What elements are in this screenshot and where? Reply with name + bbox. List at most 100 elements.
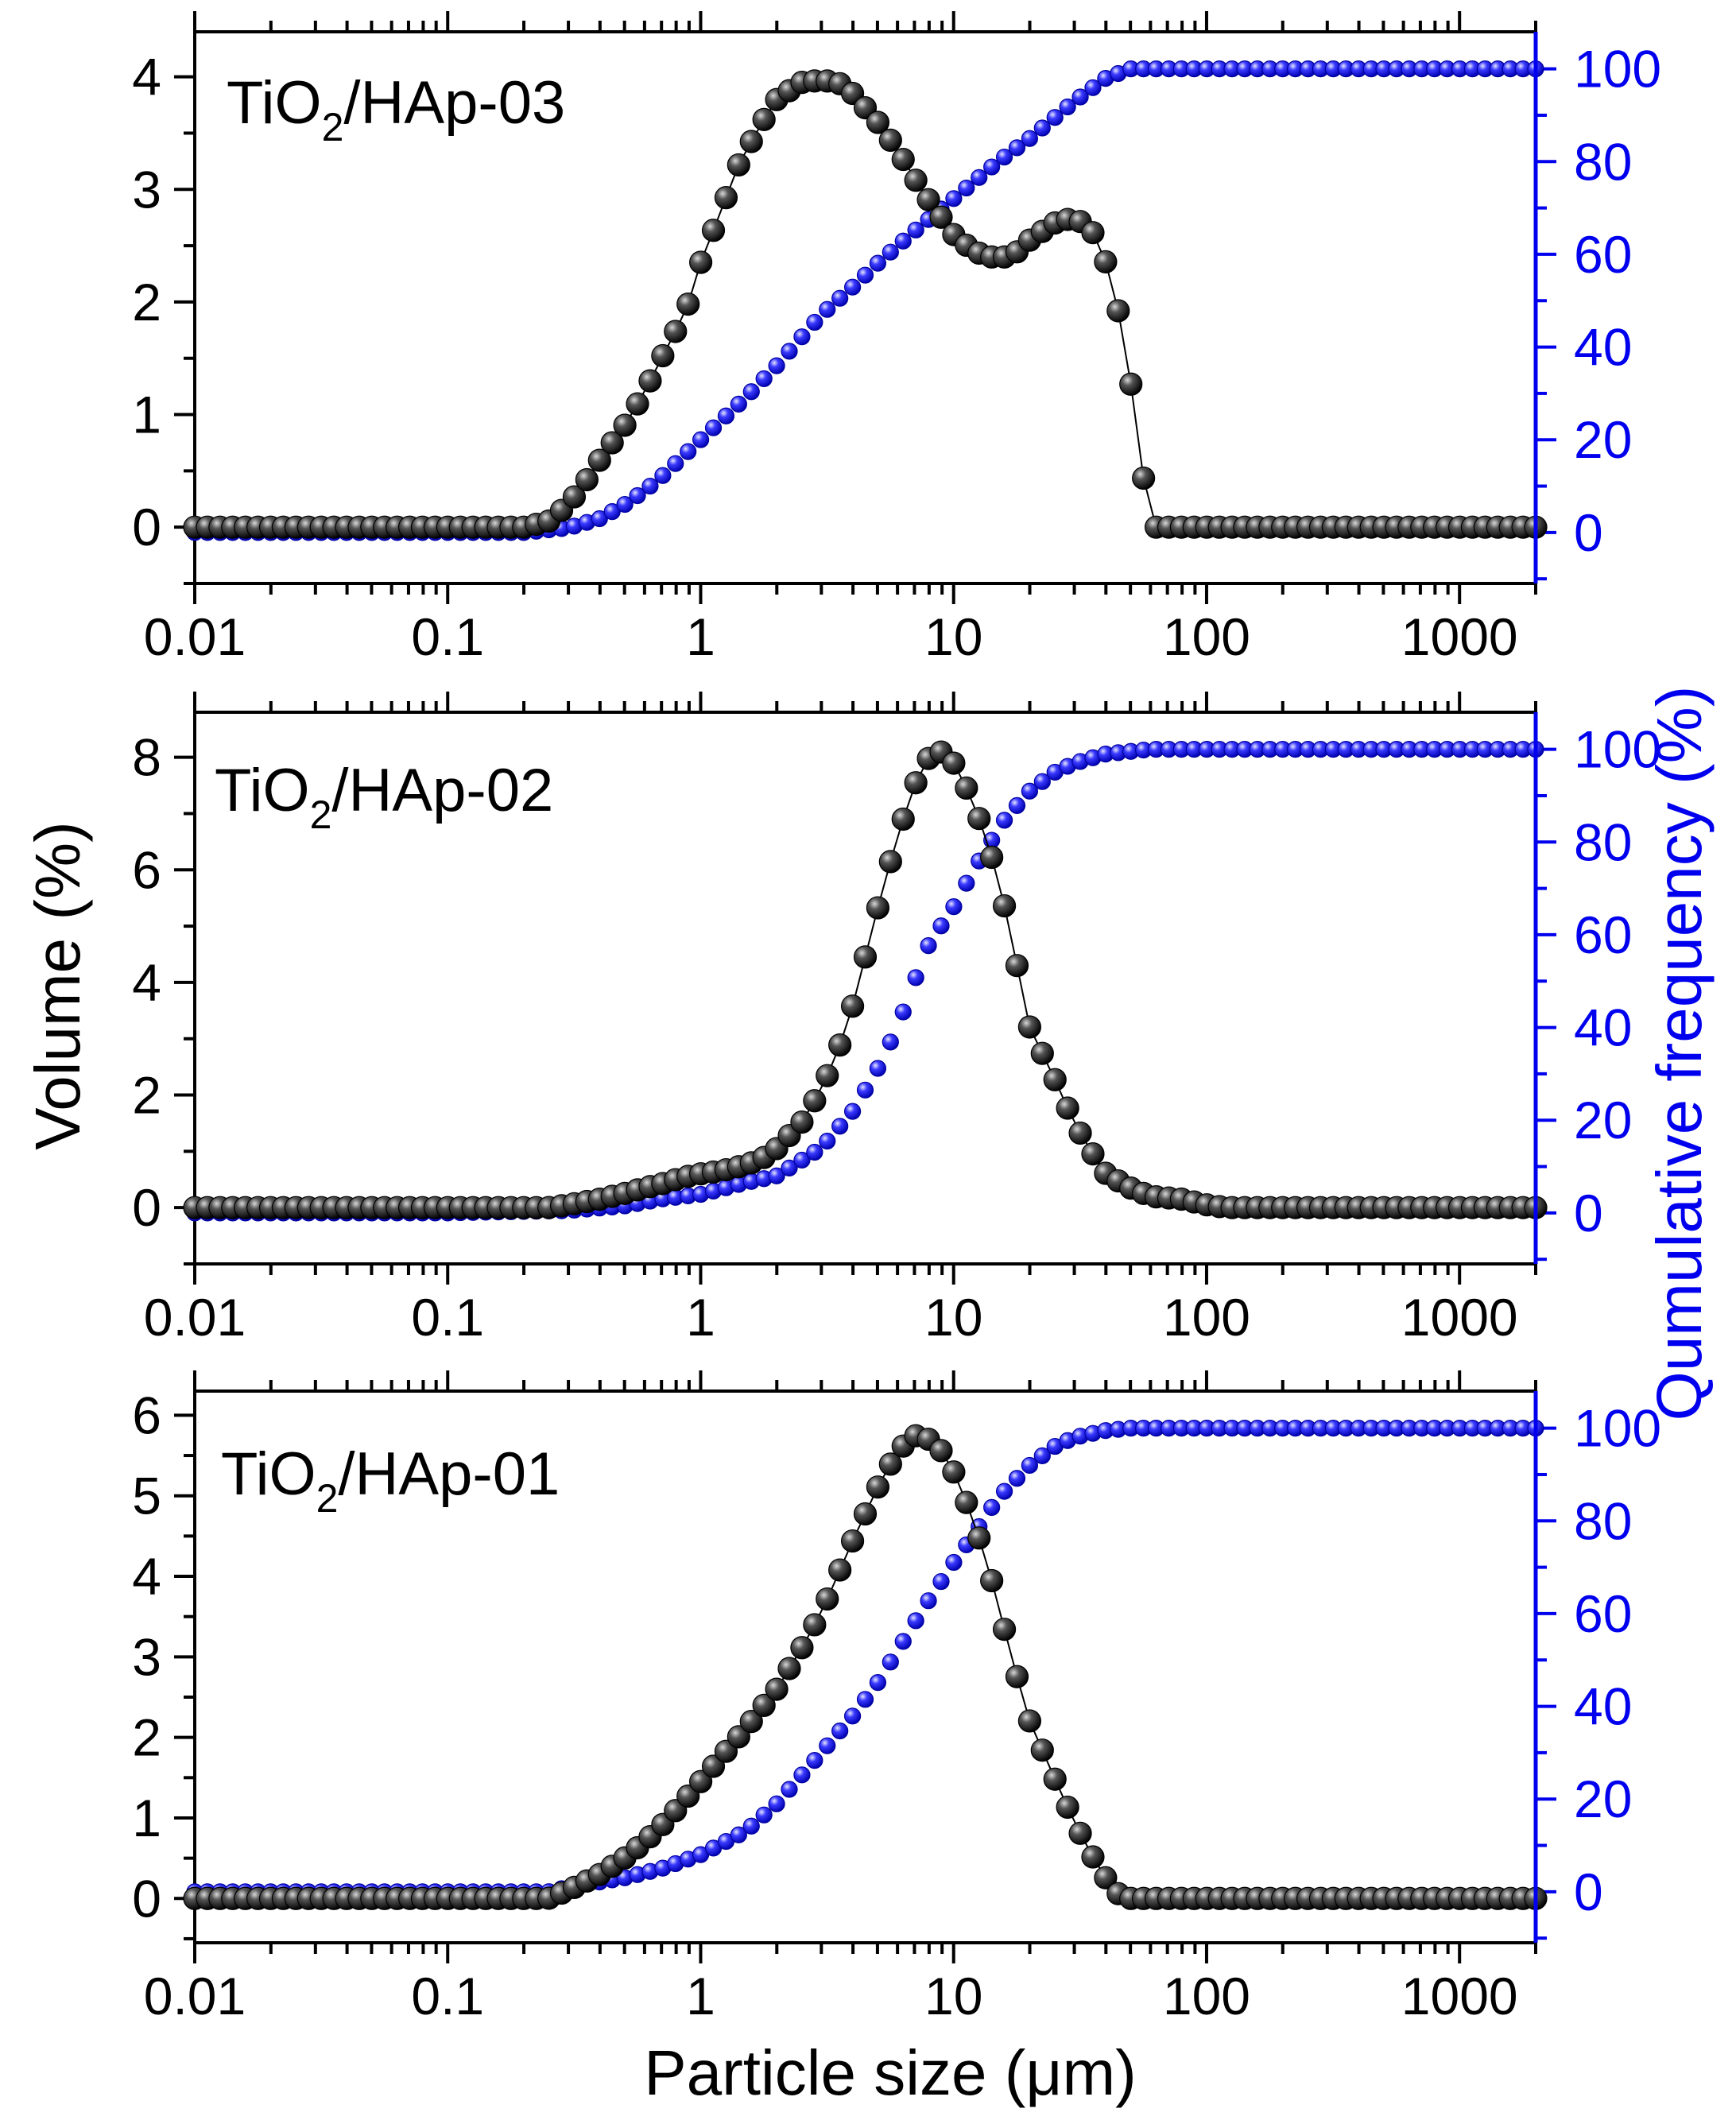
y-right-tick-label: 60 bbox=[1574, 1584, 1632, 1643]
y-left-tick-label: 6 bbox=[132, 1386, 161, 1444]
cumulative-point bbox=[995, 148, 1013, 166]
volume-point bbox=[853, 1502, 878, 1526]
cumulative-point bbox=[856, 1081, 874, 1099]
cumulative-point bbox=[819, 300, 836, 318]
volume-point bbox=[967, 1526, 991, 1550]
y-left-tick-label: 2 bbox=[132, 1066, 161, 1125]
cumulative-point bbox=[1021, 1456, 1038, 1475]
bottom-axis-ticks: 0.01 0.1 1 10 100 1000 bbox=[144, 1264, 1537, 1347]
cumulative-point bbox=[781, 1159, 798, 1176]
cumulative-point bbox=[869, 1060, 887, 1077]
panel-hap-01: 0 1 2 3 4 5 6 0 20 40 60 80 100 0.01 0.1 1 10 100 1000 T… bbox=[132, 1370, 1661, 2025]
volume-point bbox=[878, 850, 902, 874]
volume-point bbox=[587, 448, 611, 472]
cumulative-point bbox=[806, 1143, 823, 1161]
y-right-tick-label: 20 bbox=[1574, 410, 1632, 469]
cumulative-point bbox=[1008, 796, 1026, 814]
y-left-tick-label: 2 bbox=[132, 1708, 161, 1767]
cumulative-point bbox=[654, 467, 672, 484]
x-tick-label: 10 bbox=[924, 607, 982, 666]
cumulative-point bbox=[768, 1167, 785, 1184]
panel-title: TiO2/HAp-01 bbox=[221, 1440, 560, 1521]
volume-point bbox=[1056, 1795, 1079, 1820]
volume-point bbox=[803, 1613, 827, 1637]
y-right-tick-label: 40 bbox=[1574, 998, 1632, 1057]
cumulative-point bbox=[781, 343, 798, 360]
cumulative-point bbox=[945, 897, 963, 916]
volume-point bbox=[840, 994, 865, 1018]
cumulative-point bbox=[882, 1653, 899, 1671]
x-tick-label: 0.1 bbox=[411, 1288, 484, 1347]
y-right-tick-label: 20 bbox=[1574, 1769, 1632, 1828]
y-left-tick-label: 0 bbox=[132, 498, 161, 556]
volume-point bbox=[626, 392, 649, 416]
cumulative-point bbox=[1008, 1470, 1026, 1487]
x-tick-label: 1 bbox=[686, 1288, 715, 1347]
y-right-tick-label: 0 bbox=[1574, 1184, 1603, 1242]
cumulative-point bbox=[843, 1707, 862, 1725]
x-tick-label: 0.1 bbox=[411, 607, 484, 666]
cumulative-point bbox=[629, 486, 646, 505]
cumulative-point bbox=[819, 1132, 836, 1150]
cumulative-point bbox=[1059, 98, 1076, 116]
volume-point bbox=[727, 1725, 750, 1749]
volume-point bbox=[651, 343, 675, 368]
cumulative-point bbox=[742, 1817, 760, 1835]
y-right-tick-label: 80 bbox=[1574, 1491, 1632, 1550]
volume-point bbox=[1017, 1709, 1041, 1733]
volume-point bbox=[714, 186, 738, 210]
volume-point bbox=[967, 807, 991, 831]
y-right-tick-label: 100 bbox=[1574, 720, 1661, 779]
y-right-tick-label: 60 bbox=[1574, 905, 1632, 964]
x-tick-label: 0.01 bbox=[144, 1288, 246, 1347]
right-axis-ticks: 0 20 40 60 80 100 bbox=[1536, 40, 1661, 581]
x-tick-label: 0.01 bbox=[144, 607, 246, 666]
cumulative-point bbox=[843, 278, 862, 296]
volume-point bbox=[701, 219, 726, 242]
cumulative-point bbox=[755, 1806, 773, 1824]
y-right-tick-label: 60 bbox=[1574, 225, 1632, 284]
cumulative-point bbox=[641, 477, 659, 495]
cumulative-point bbox=[894, 1003, 912, 1021]
y-left-tick-label: 6 bbox=[132, 840, 161, 899]
bottom-axis-ticks: 0.01 0.1 1 10 100 1000 bbox=[144, 583, 1537, 666]
volume-point bbox=[1005, 1665, 1029, 1688]
y-right-tick-label: 0 bbox=[1574, 1862, 1603, 1921]
cumulative-point bbox=[742, 383, 760, 401]
cumulative-point bbox=[958, 874, 975, 892]
volume-point bbox=[752, 107, 776, 131]
volume-series bbox=[183, 69, 1548, 539]
volume-point bbox=[790, 1636, 814, 1660]
y-right-tick-label: 20 bbox=[1574, 1091, 1632, 1149]
cumulative-point bbox=[793, 1151, 811, 1169]
cumulative-point bbox=[603, 503, 621, 521]
cumulative-point bbox=[983, 158, 1001, 176]
cumulative-point bbox=[971, 169, 988, 186]
cumulative-point bbox=[692, 431, 710, 448]
cumulative-point bbox=[1021, 130, 1038, 147]
x-tick-label: 1000 bbox=[1401, 607, 1518, 666]
cumulative-point bbox=[995, 812, 1013, 829]
volume-point bbox=[992, 893, 1017, 918]
volume-point bbox=[638, 369, 662, 393]
cumulative-point bbox=[932, 1572, 950, 1591]
cumulative-point bbox=[1071, 88, 1089, 106]
cumulative-point bbox=[958, 179, 975, 197]
volume-point bbox=[955, 776, 978, 800]
panel-title: TiO2/HAp-03 bbox=[227, 69, 565, 149]
volume-point bbox=[575, 467, 599, 492]
volume-point bbox=[828, 1033, 852, 1057]
volume-point bbox=[816, 1587, 839, 1611]
cumulative-point bbox=[717, 407, 735, 424]
cumulative-point bbox=[869, 254, 887, 272]
y-left-tick-label: 4 bbox=[132, 953, 161, 1012]
volume-point bbox=[790, 1110, 814, 1134]
volume-point bbox=[840, 1529, 865, 1553]
cumulative-point bbox=[856, 1691, 874, 1708]
cumulative-point bbox=[882, 1033, 899, 1051]
cumulative-point bbox=[882, 243, 899, 261]
volume-point bbox=[1132, 466, 1156, 490]
cumulative-point bbox=[680, 443, 697, 460]
volume-point bbox=[777, 1657, 801, 1680]
